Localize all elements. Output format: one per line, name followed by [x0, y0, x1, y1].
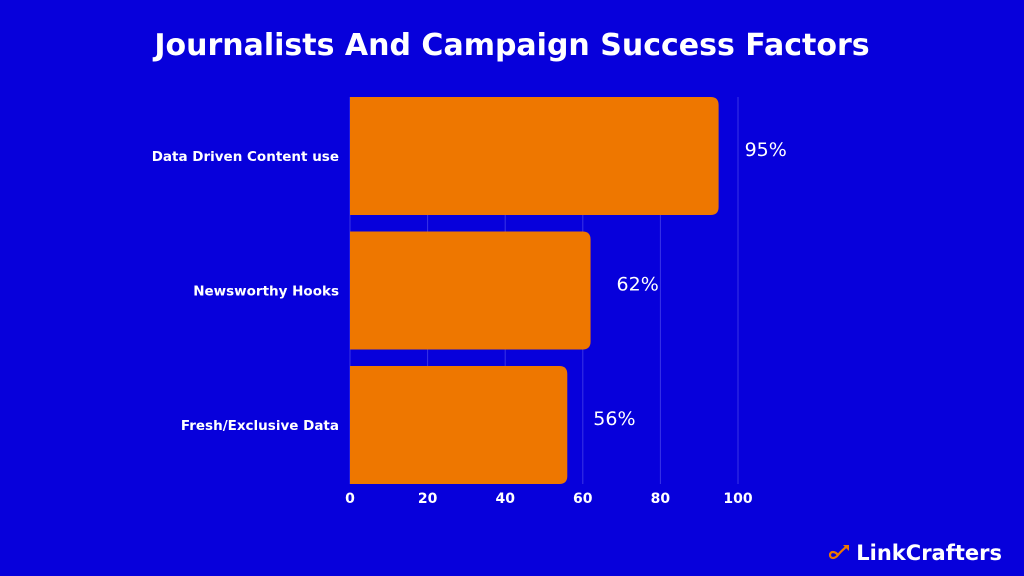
bar	[350, 366, 568, 484]
category-label: Fresh/Exclusive Data	[181, 418, 339, 434]
chart-title: Journalists And Campaign Success Factors	[154, 28, 870, 63]
x-tick-label: 100	[723, 491, 752, 507]
x-tick-label: 60	[573, 491, 593, 507]
data-label: 95%	[745, 139, 787, 161]
x-tick-label: 20	[418, 491, 438, 507]
bar	[350, 97, 719, 215]
x-tick-label: 80	[651, 491, 671, 507]
category-label: Data Driven Content use	[152, 149, 339, 165]
infinity-arrow-icon	[829, 545, 850, 560]
x-tick-label: 40	[495, 491, 515, 507]
x-tick-label: 0	[345, 491, 355, 507]
brand-name: LinkCrafters	[856, 541, 1002, 565]
category-label: Newsworthy Hooks	[193, 284, 339, 300]
bar	[350, 231, 591, 350]
brand-logo: LinkCrafters	[826, 541, 1002, 565]
data-label: 56%	[593, 408, 635, 430]
data-label: 62%	[617, 274, 659, 296]
